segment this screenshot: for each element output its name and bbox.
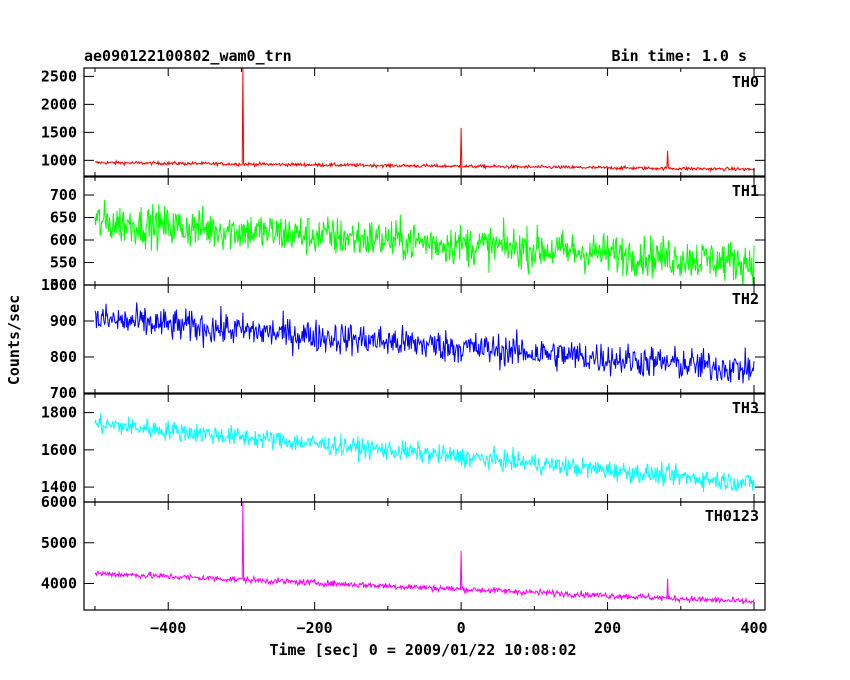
y-tick-label: 2000 <box>41 95 77 113</box>
series-line-th1 <box>94 200 755 285</box>
x-tick-label: −400 <box>150 619 186 637</box>
y-tick-label: 2500 <box>41 67 77 85</box>
series-line-th3 <box>94 412 755 493</box>
series-line-th0123 <box>94 502 755 605</box>
y-tick-label: 900 <box>50 312 77 330</box>
panel-name-label: TH0123 <box>705 507 759 525</box>
x-tick-label: −200 <box>297 619 333 637</box>
panel-name-label: TH2 <box>732 290 759 308</box>
panel-th0123: 4000 5000 6000 TH0123 <box>41 493 766 611</box>
x-tick-label: 0 <box>457 619 466 637</box>
series-line-th2 <box>94 302 755 384</box>
panel-name-label: TH3 <box>732 399 759 417</box>
y-tick-label: 1500 <box>41 123 77 141</box>
panel-name-label: TH1 <box>732 182 759 200</box>
chart-title: ae090122100802_wam0_trn <box>84 47 292 65</box>
panel-name-label: TH0 <box>732 73 759 91</box>
x-axis: −400 −200 0 200 400 <box>150 619 767 637</box>
y-tick-label: 5000 <box>41 534 77 552</box>
y-tick-label: 550 <box>50 254 77 272</box>
y-tick-label: 1000 <box>41 276 77 294</box>
y-tick-label: 600 <box>50 231 77 249</box>
series-line-th0 <box>94 68 755 173</box>
y-tick-label: 6000 <box>41 493 77 511</box>
y-axis-label: Counts/sec <box>5 295 23 385</box>
panel-frame <box>83 67 766 177</box>
y-tick-label: 500 <box>50 276 77 294</box>
y-tick-label: 1800 <box>41 404 77 422</box>
panels-group: 1000 1500 2000 2500 TH0 500 550 600 650 700 TH1 700… <box>41 67 766 611</box>
panel-frame <box>83 501 766 611</box>
panel-th3: 1400 1600 1800 TH3 <box>41 393 766 503</box>
panel-th0: 1000 1500 2000 2500 TH0 <box>41 67 766 177</box>
y-tick-label: 650 <box>50 209 77 227</box>
y-tick-label: 1400 <box>41 478 77 496</box>
y-tick-label: 700 <box>50 384 77 402</box>
y-tick-label: 4000 <box>41 575 77 593</box>
panel-th1: 500 550 600 650 700 TH1 <box>50 176 766 294</box>
x-axis-label: Time [sec] 0 = 2009/01/22 10:08:02 <box>269 641 576 659</box>
y-tick-label: 1000 <box>41 151 77 169</box>
bin-time-label: Bin time: 1.0 s <box>612 47 747 65</box>
panel-frame <box>83 284 766 394</box>
panel-th2: 700 800 900 1000 TH2 <box>41 276 766 402</box>
y-tick-label: 1600 <box>41 441 77 459</box>
x-tick-label: 400 <box>740 619 767 637</box>
x-tick-label: 200 <box>594 619 621 637</box>
y-tick-label: 800 <box>50 348 77 366</box>
y-tick-label: 700 <box>50 186 77 204</box>
